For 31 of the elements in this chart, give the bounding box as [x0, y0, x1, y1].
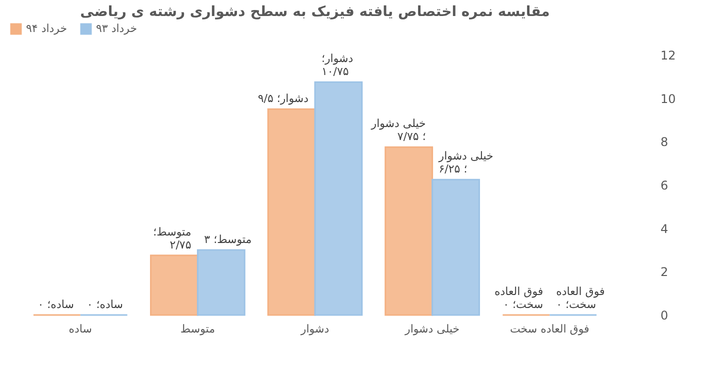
data-label: فوق العاده سخت؛ ۰	[494, 285, 544, 311]
data-label: متوسط؛ ۳	[204, 233, 252, 246]
data-label: فوق العاده سخت؛ ۰	[556, 285, 605, 311]
data-label: خیلی دشوار ؛ ۷/۷۵	[370, 117, 426, 144]
y-tick-label: 12	[660, 48, 676, 62]
bar	[267, 108, 316, 316]
x-tick-label: متوسط	[180, 322, 216, 336]
x-tick-label: ساده	[68, 322, 92, 336]
y-tick-label: 6	[660, 178, 668, 192]
bar	[314, 81, 363, 316]
data-label: ساده؛ ۰	[86, 298, 123, 311]
data-label: متوسط؛ ۲/۷۵	[153, 225, 192, 252]
data-label: خیلی دشوار ؛ ۶/۲۵	[438, 150, 494, 176]
x-tick-label: فوق العاده سخت	[510, 322, 590, 336]
data-label: دشوار؛ ۱۰/۷۵	[321, 52, 354, 78]
y-tick-label: 4	[660, 222, 668, 236]
x-tick-label: خیلی دشوار	[404, 322, 460, 336]
bar	[150, 254, 198, 316]
y-tick-label: 0	[660, 308, 668, 322]
y-tick-label: 8	[660, 135, 668, 150]
chart-title: مقایسه نمره اختصاص یافته فیزیک به سطح دشواری رشته ی ریاضی	[80, 4, 550, 20]
data-label: ساده؛ ۰	[38, 298, 74, 311]
legend-label: خرداد ۹۳	[96, 22, 138, 35]
y-tick-label: 10	[660, 92, 676, 106]
x-tick-label: دشوار	[300, 322, 330, 336]
bar	[432, 178, 480, 316]
bar	[196, 249, 246, 316]
legend-label: خرداد ۹۴	[26, 22, 68, 35]
data-label: دشوار؛ ۹/۵	[258, 92, 309, 106]
bar	[384, 146, 434, 316]
y-tick-label: 2	[660, 265, 668, 280]
